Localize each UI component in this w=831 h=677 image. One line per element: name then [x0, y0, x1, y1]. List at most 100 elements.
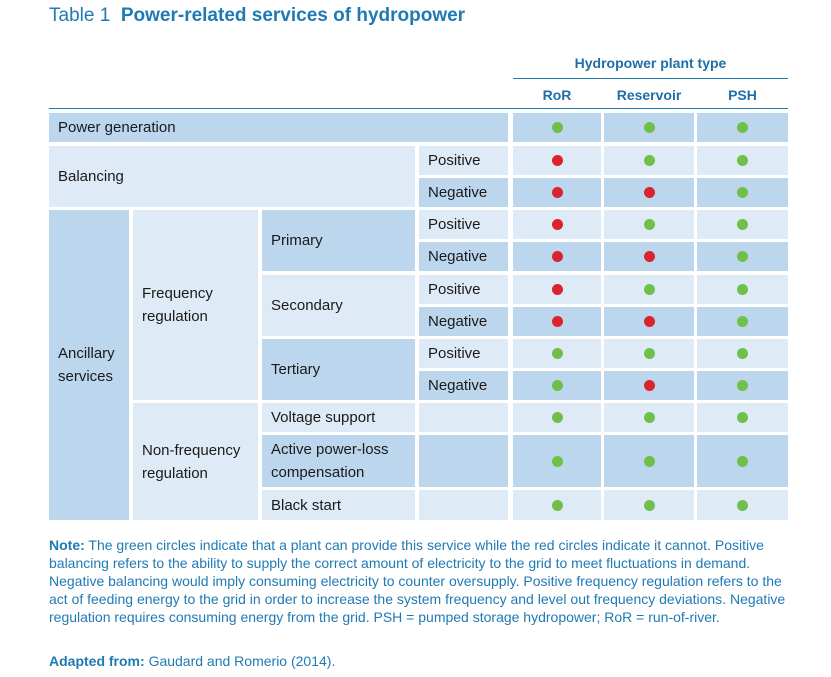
green-circle-icon: [643, 412, 655, 423]
value-cell-ror: [513, 307, 601, 336]
red-circle-icon: [551, 155, 563, 166]
value-cell-reservoir: [604, 435, 694, 487]
value-cell-psh: [697, 146, 788, 175]
value-cell-ror: [513, 435, 601, 487]
sub-label-secondary-negative: Negative: [419, 307, 508, 336]
value-cell-reservoir: [604, 403, 694, 432]
green-circle-icon: [737, 316, 748, 327]
table-note: Note: The green circles indicate that a …: [49, 536, 789, 626]
green-circle-icon: [551, 380, 563, 391]
value-cell-reservoir: [604, 339, 694, 368]
value-cell-ror: [513, 210, 601, 239]
source-label: Adapted from:: [49, 653, 145, 669]
value-cell-psh: [697, 403, 788, 432]
green-circle-icon: [643, 219, 655, 230]
value-cell-ror: [513, 371, 601, 400]
row-label-black-start: Black start: [262, 490, 415, 520]
red-circle-icon: [643, 316, 655, 327]
value-cell-ror: [513, 113, 601, 142]
red-circle-icon: [643, 380, 655, 391]
red-circle-icon: [551, 284, 563, 295]
sub-label-tertiary-positive: Positive: [419, 339, 508, 368]
green-circle-icon: [737, 380, 748, 391]
empty-cell-active-power: [419, 435, 508, 487]
source-text: Gaudard and Romerio (2014).: [148, 653, 336, 669]
value-cell-reservoir: [604, 178, 694, 207]
red-circle-icon: [551, 187, 563, 198]
header-rule: [49, 108, 788, 109]
value-cell-ror: [513, 275, 601, 304]
value-cell-reservoir: [604, 307, 694, 336]
value-cell-ror: [513, 146, 601, 175]
column-header-reservoir: Reservoir: [616, 87, 682, 103]
row-label-ancillary-services: Ancillary services: [49, 210, 129, 520]
green-circle-icon: [643, 122, 655, 133]
note-label: Note:: [49, 537, 85, 553]
green-circle-icon: [551, 499, 563, 511]
table-title-text: Power-related services of hydropower: [120, 5, 466, 26]
green-circle-icon: [737, 499, 748, 511]
value-cell-reservoir: [604, 146, 694, 175]
row-label-non-frequency-regulation: Non-frequency regulation: [133, 403, 258, 520]
row-label-voltage-support: Voltage support: [262, 403, 415, 432]
value-cell-reservoir: [604, 113, 694, 142]
note-text: The green circles indicate that a plant …: [49, 537, 786, 625]
value-cell-reservoir: [604, 490, 694, 520]
value-cell-reservoir: [604, 210, 694, 239]
green-circle-icon: [551, 122, 563, 133]
value-cell-psh: [697, 339, 788, 368]
green-circle-icon: [737, 251, 748, 262]
value-cell-psh: [697, 435, 788, 487]
table-source: Adapted from: Gaudard and Romerio (2014)…: [49, 653, 335, 669]
group-header: Hydropower plant type: [574, 55, 727, 71]
red-circle-icon: [551, 316, 563, 327]
value-cell-psh: [697, 242, 788, 271]
column-header-psh: PSH: [728, 87, 757, 103]
sub-label-primary-negative: Negative: [419, 242, 508, 271]
green-circle-icon: [737, 412, 748, 423]
row-label-tertiary: Tertiary: [262, 339, 415, 400]
column-header-ror: RoR: [542, 87, 572, 103]
sub-label-tertiary-negative: Negative: [419, 371, 508, 400]
green-circle-icon: [737, 219, 748, 230]
green-circle-icon: [551, 412, 563, 423]
green-circle-icon: [737, 155, 748, 166]
value-cell-psh: [697, 490, 788, 520]
sub-label-secondary-positive: Positive: [419, 275, 508, 304]
green-circle-icon: [737, 187, 748, 198]
table-title: Table 1 Power-related services of hydrop…: [49, 5, 465, 27]
value-cell-ror: [513, 403, 601, 432]
green-circle-icon: [643, 455, 655, 467]
green-circle-icon: [643, 348, 655, 359]
red-circle-icon: [551, 219, 563, 230]
green-circle-icon: [551, 455, 563, 467]
value-cell-psh: [697, 275, 788, 304]
value-cell-ror: [513, 490, 601, 520]
row-label-power-generation: Power generation: [49, 113, 508, 142]
red-circle-icon: [551, 251, 563, 262]
green-circle-icon: [551, 348, 563, 359]
value-cell-reservoir: [604, 275, 694, 304]
row-label-secondary: Secondary: [262, 275, 415, 336]
green-circle-icon: [643, 155, 655, 166]
value-cell-ror: [513, 339, 601, 368]
red-circle-icon: [643, 187, 655, 198]
red-circle-icon: [643, 251, 655, 262]
green-circle-icon: [737, 284, 748, 295]
value-cell-psh: [697, 307, 788, 336]
group-header-rule: [513, 78, 788, 79]
sub-label-balancing-positive: Positive: [419, 146, 508, 175]
value-cell-psh: [697, 371, 788, 400]
green-circle-icon: [737, 455, 748, 467]
value-cell-ror: [513, 178, 601, 207]
value-cell-ror: [513, 242, 601, 271]
value-cell-reservoir: [604, 242, 694, 271]
table-number: Table 1: [49, 5, 111, 26]
value-cell-psh: [697, 210, 788, 239]
green-circle-icon: [643, 284, 655, 295]
value-cell-psh: [697, 178, 788, 207]
green-circle-icon: [643, 499, 655, 511]
green-circle-icon: [737, 348, 748, 359]
value-cell-reservoir: [604, 371, 694, 400]
green-circle-icon: [737, 122, 748, 133]
